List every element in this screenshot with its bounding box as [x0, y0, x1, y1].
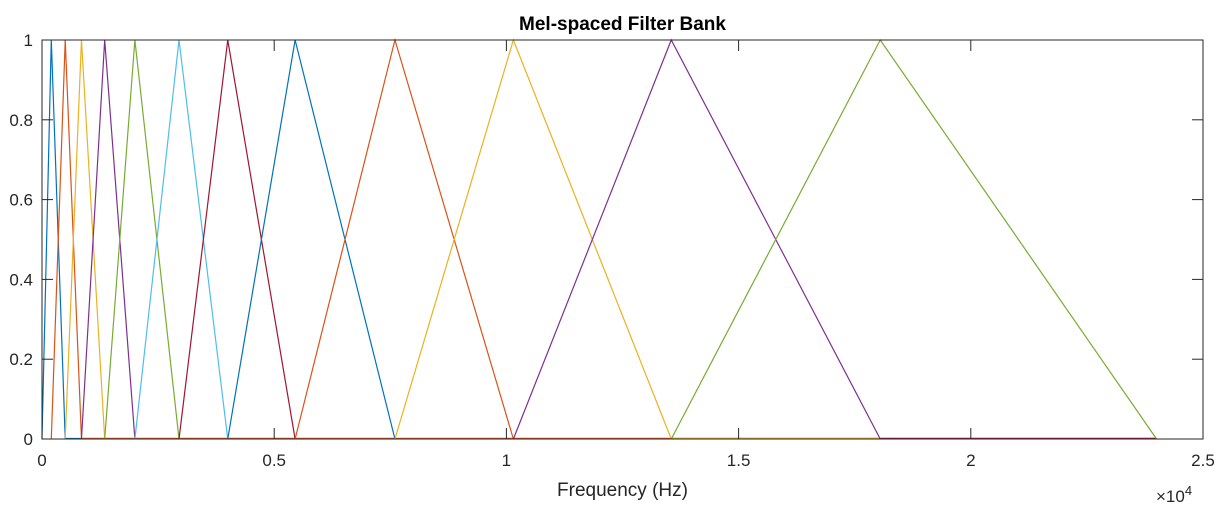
ticks-group [41, 39, 1204, 440]
tick-labels-group: 0 0.5 1 1.5 2 2.5 0 0.2 0.4 0.6 0.8 1 [9, 31, 1214, 470]
x-tick-label: 0 [37, 451, 46, 470]
x-tick-label: 1.5 [727, 451, 751, 470]
x-axis-exponent: ×104 [1156, 483, 1192, 506]
x-tick-label: 2 [966, 451, 975, 470]
x-axis-label: Frequency (Hz) [557, 480, 688, 501]
y-tick-label: 0.2 [9, 350, 33, 369]
x-exponent-prefix: ×10 [1156, 487, 1185, 506]
y-tick-label: 0.8 [9, 111, 33, 130]
y-tick-label: 0.6 [9, 191, 33, 210]
plot-area [42, 40, 1203, 439]
y-tick-label: 0 [24, 430, 33, 449]
y-tick-label: 1 [24, 31, 33, 50]
x-tick-label: 0.5 [262, 451, 286, 470]
x-exponent-power: 4 [1185, 483, 1192, 498]
y-tick-label: 0.4 [9, 270, 33, 289]
axes-box [41, 39, 1204, 440]
x-tick-label: 2.5 [1191, 451, 1215, 470]
chart-title: Mel-spaced Filter Bank [519, 14, 726, 35]
x-tick-label: 1 [502, 451, 511, 470]
